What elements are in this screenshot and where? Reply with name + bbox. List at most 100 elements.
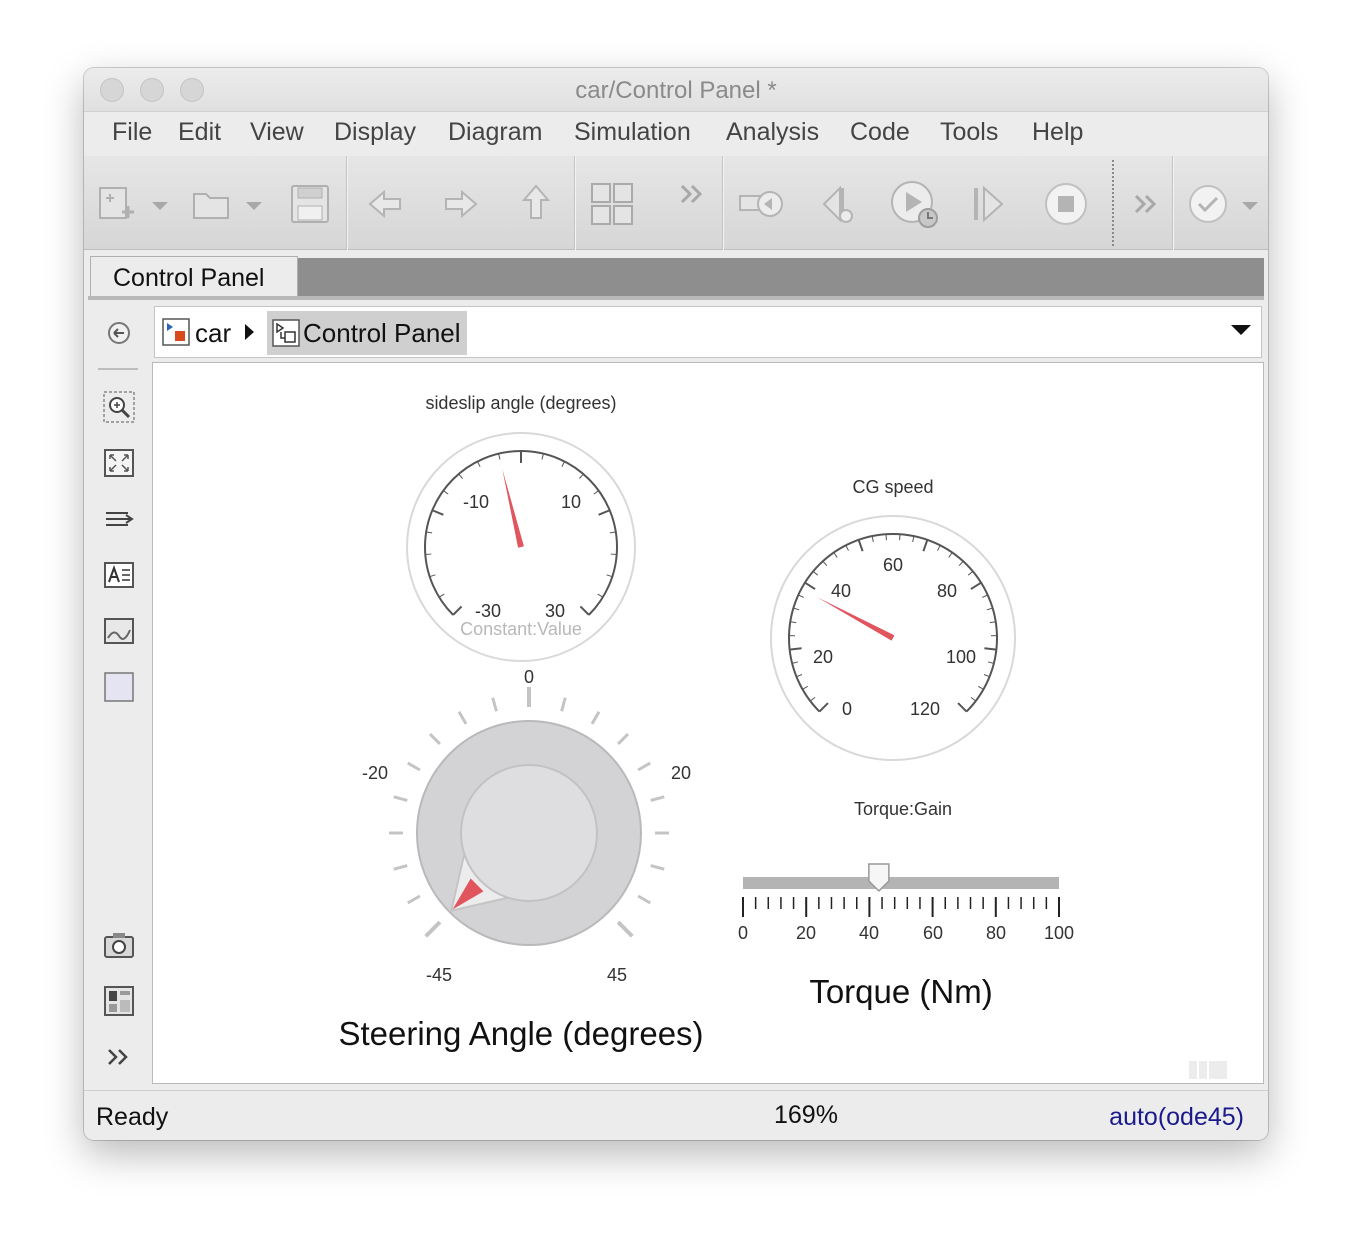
minimize-window-button[interactable] bbox=[140, 78, 164, 102]
menu-help[interactable]: Help bbox=[1032, 118, 1084, 146]
knob-tick-label: 45 bbox=[607, 965, 627, 985]
status-text: Ready bbox=[96, 1103, 169, 1131]
torque-tick-label: 20 bbox=[796, 923, 816, 943]
menu-tools[interactable]: Tools bbox=[940, 118, 999, 146]
more-chevron-icon[interactable] bbox=[676, 176, 710, 232]
sideslip-gauge[interactable]: sideslip angle (degrees) -10 10 -30 30 C… bbox=[406, 393, 636, 662]
sideslip-gauge-title: sideslip angle (degrees) bbox=[425, 393, 616, 413]
gauge-minor-tick bbox=[912, 536, 915, 543]
cg-speed-tick-label: 0 bbox=[842, 699, 852, 719]
solver-link[interactable]: auto(ode45) bbox=[1109, 1103, 1244, 1131]
cg-speed-gauge-scale-arc bbox=[788, 533, 998, 713]
signal-arrows-icon[interactable] bbox=[102, 502, 136, 536]
run-icon[interactable] bbox=[886, 176, 942, 232]
steering-knob-ticks bbox=[389, 687, 669, 938]
check-icon[interactable] bbox=[1182, 176, 1238, 232]
gauge-minor-tick bbox=[983, 674, 990, 678]
gauge-minor-tick bbox=[845, 545, 849, 551]
dropdown-arrow-icon[interactable] bbox=[240, 176, 270, 232]
gauge-minor-tick bbox=[871, 536, 874, 543]
gauge-minor-tick bbox=[967, 570, 974, 576]
step-icon[interactable] bbox=[810, 176, 866, 232]
area-icon[interactable] bbox=[102, 670, 136, 704]
gauge-minor-tick bbox=[426, 531, 433, 534]
gauge-minor-tick bbox=[593, 490, 599, 495]
new-model-icon[interactable] bbox=[92, 176, 148, 232]
gauge-minor-tick bbox=[498, 453, 501, 460]
torque-tick-label: 0 bbox=[738, 923, 748, 943]
hide-browser-icon[interactable] bbox=[102, 316, 136, 350]
torque-slider[interactable]: Torque:Gain 0 20 40 60 80 100 Torque (Nm… bbox=[738, 799, 1074, 1010]
more-chevron-icon[interactable] bbox=[1130, 176, 1164, 232]
knob-tick-label: -45 bbox=[426, 965, 452, 985]
camera-icon[interactable] bbox=[102, 928, 136, 962]
knob-minor-tick bbox=[491, 697, 498, 712]
menu-analysis[interactable]: Analysis bbox=[726, 118, 820, 146]
gauge-major-tick bbox=[984, 647, 997, 651]
menu-display[interactable]: Display bbox=[334, 118, 416, 146]
tab-control-panel[interactable]: Control Panel bbox=[90, 256, 298, 296]
up-arrow-icon[interactable] bbox=[508, 176, 564, 232]
library-browser-icon[interactable] bbox=[584, 176, 640, 232]
knob-tick-label: 0 bbox=[524, 667, 534, 687]
open-folder-icon[interactable] bbox=[184, 176, 240, 232]
step-back-icon[interactable] bbox=[734, 176, 790, 232]
menu-view[interactable]: View bbox=[250, 118, 304, 146]
sideslip-gauge-needle bbox=[502, 469, 524, 548]
save-icon[interactable] bbox=[282, 176, 338, 232]
breadcrumb: car Control Panel bbox=[154, 306, 1262, 358]
dropdown-arrow-icon[interactable] bbox=[146, 176, 176, 232]
gauge-major-tick bbox=[922, 539, 929, 552]
torque-label: Torque (Nm) bbox=[809, 973, 992, 1010]
gauge-minor-tick bbox=[987, 661, 994, 664]
gauge-minor-tick bbox=[438, 593, 445, 598]
gauge-minor-tick bbox=[609, 531, 616, 534]
back-arrow-icon[interactable] bbox=[358, 176, 414, 232]
fit-to-view-icon[interactable] bbox=[102, 446, 136, 480]
gauge-minor-tick bbox=[579, 473, 584, 479]
menu-simulation[interactable]: Simulation bbox=[574, 118, 691, 146]
zoom-window-button[interactable] bbox=[180, 78, 204, 102]
cg-speed-gauge[interactable]: CG speed 0 20 40 60 80 100 120 bbox=[770, 477, 1016, 761]
gauge-major-tick bbox=[431, 509, 444, 516]
gauge-major-tick bbox=[818, 702, 829, 713]
app-window: car/Control Panel * File Edit View Displ… bbox=[84, 68, 1268, 1140]
gauge-minor-tick bbox=[458, 473, 463, 479]
gauge-minor-tick bbox=[982, 594, 988, 598]
menu-code[interactable]: Code bbox=[850, 118, 910, 146]
cg-speed-gauge-needle bbox=[817, 597, 895, 641]
torque-tick-label: 60 bbox=[923, 923, 943, 943]
breadcrumb-current: Control Panel bbox=[303, 318, 461, 348]
steering-knob[interactable]: 0 20 -20 -45 45 Steering Angle (degrees) bbox=[338, 667, 703, 1052]
knob-major-tick bbox=[616, 920, 634, 938]
sideslip-tick-label: 30 bbox=[545, 601, 565, 621]
zoom-in-icon[interactable] bbox=[102, 390, 136, 424]
torque-tick-label: 80 bbox=[986, 923, 1006, 943]
torque-slider-thumb[interactable] bbox=[868, 863, 890, 893]
menu-edit[interactable]: Edit bbox=[178, 118, 222, 146]
gauge-major-tick bbox=[598, 509, 611, 516]
sideslip-gauge-scale-arc bbox=[424, 450, 618, 616]
step-forward-icon[interactable] bbox=[962, 176, 1018, 232]
menu-diagram[interactable]: Diagram bbox=[448, 118, 543, 146]
forward-arrow-icon[interactable] bbox=[432, 176, 488, 232]
dropdown-arrow-icon[interactable] bbox=[1236, 176, 1266, 232]
breadcrumb-current-highlight[interactable]: Control Panel bbox=[267, 311, 467, 355]
close-window-button[interactable] bbox=[100, 78, 124, 102]
breadcrumb-root[interactable]: car bbox=[195, 318, 232, 348]
steering-angle-label: Steering Angle (degrees) bbox=[338, 1015, 703, 1052]
expand-palette-icon[interactable] bbox=[102, 1040, 136, 1074]
toolbar-separator bbox=[574, 156, 576, 250]
gauge-minor-tick bbox=[798, 594, 804, 598]
menu-file[interactable]: File bbox=[112, 118, 153, 146]
property-inspector-icon[interactable] bbox=[102, 984, 136, 1018]
gauge-minor-tick bbox=[606, 574, 613, 578]
cg-speed-tick-label: 40 bbox=[831, 581, 851, 601]
gauge-minor-tick bbox=[977, 685, 984, 690]
stop-icon[interactable] bbox=[1038, 176, 1094, 232]
cg-speed-tick-label: 60 bbox=[883, 555, 903, 575]
breadcrumb-dropdown-icon[interactable] bbox=[1229, 321, 1253, 341]
model-canvas[interactable]: sideslip angle (degrees) -10 10 -30 30 C… bbox=[152, 362, 1264, 1084]
annotation-icon[interactable] bbox=[102, 558, 136, 592]
image-icon[interactable] bbox=[102, 614, 136, 648]
